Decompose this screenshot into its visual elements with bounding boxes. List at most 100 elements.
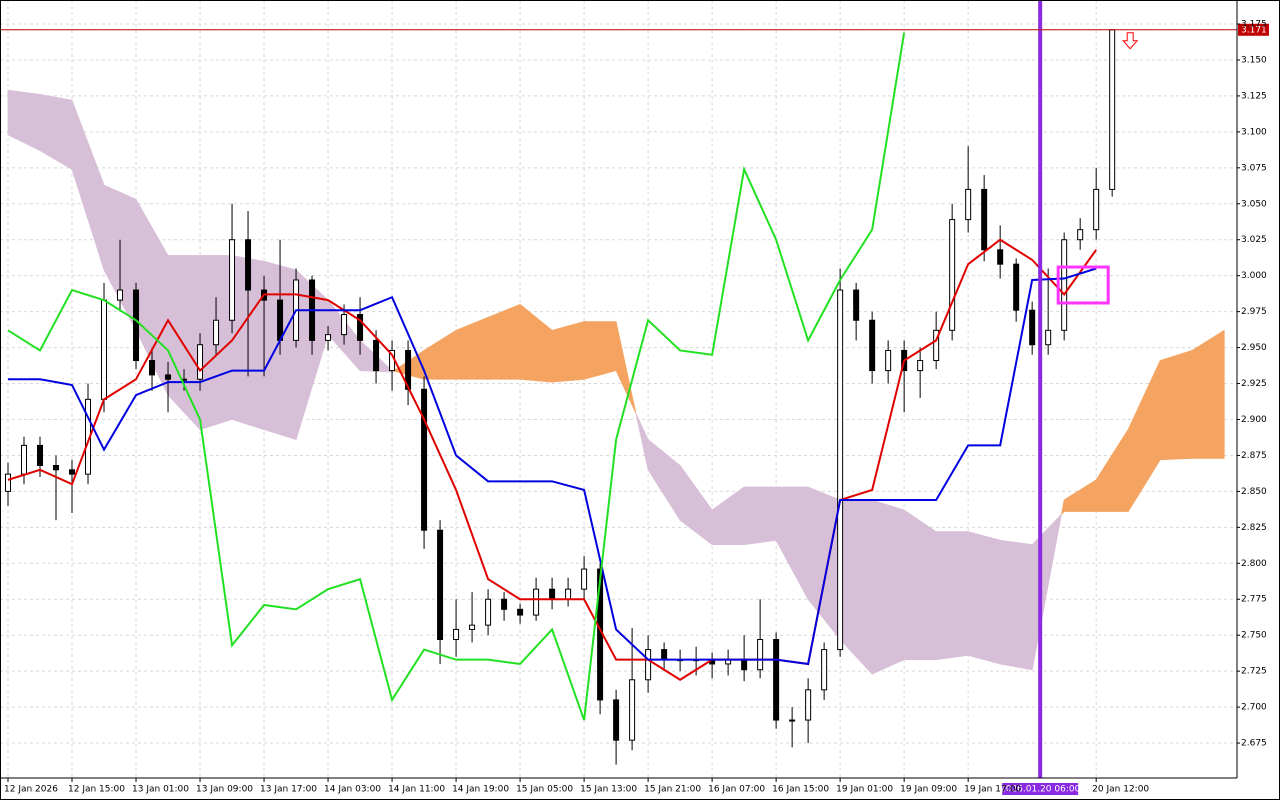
x-tick-label: 15 Jan 13:00 (580, 785, 637, 795)
cloud-segment (935, 531, 969, 661)
candle-body (5, 473, 12, 492)
candle-body (1029, 309, 1036, 346)
cloud-segment (1191, 329, 1225, 459)
candle-body (1109, 29, 1116, 190)
x-tick-label: 14 Jan 03:00 (324, 785, 381, 795)
candle-body (741, 659, 748, 671)
indicator-line (8, 267, 1097, 666)
sell-arrow (1122, 32, 1139, 50)
candle-body (773, 639, 780, 721)
candle-body (613, 699, 620, 741)
candle-body (853, 289, 860, 321)
candle-body (133, 289, 140, 362)
candle-body (197, 344, 204, 380)
y-tick-label: 2.775 (1241, 595, 1267, 605)
x-tick-label: 13 Jan 09:00 (196, 785, 253, 795)
candle-body (437, 529, 444, 641)
candle-body (965, 188, 972, 221)
indicator-lines (7, 32, 1097, 721)
candle-body (869, 319, 876, 372)
candle-body (469, 624, 476, 630)
candle-body (837, 289, 844, 651)
candle-body (53, 465, 60, 471)
y-tick-label: 3.125 (1241, 91, 1267, 101)
x-tick-label: 20 Jan 12:00 (1092, 785, 1149, 795)
candle-body (149, 360, 156, 376)
candle-body (533, 588, 540, 616)
candle-body (277, 299, 284, 341)
y-tick-label: 2.925 (1241, 379, 1267, 389)
y-tick-label: 3.100 (1241, 127, 1267, 137)
y-tick-label: 2.800 (1241, 559, 1267, 569)
y-tick-label: 2.750 (1241, 631, 1267, 641)
candle-body (501, 598, 508, 610)
candle-body (117, 289, 124, 301)
x-tick-label: 14 Jan 19:00 (452, 785, 509, 795)
candle-body (549, 588, 556, 600)
candle-body (453, 628, 460, 641)
x-tick-label: 13 Jan 01:00 (132, 785, 189, 795)
x-tick-label: 16 Jan 15:00 (772, 785, 829, 795)
candle-body (981, 188, 988, 251)
cloud-segment (999, 539, 1033, 671)
y-tick-label: 2.675 (1241, 739, 1267, 749)
price-label: 3.171 (1241, 25, 1267, 35)
candle-body (997, 249, 1004, 265)
cloud-segment (743, 486, 777, 546)
candle-body (357, 314, 364, 341)
indicator-line (7, 32, 906, 721)
candle-body (1045, 329, 1052, 346)
candle-body (101, 299, 108, 400)
candle-body (789, 719, 796, 722)
y-tick-label: 2.950 (1241, 343, 1267, 353)
candle-body (949, 219, 956, 331)
candle-body (933, 329, 940, 362)
x-tick-label: 15 Jan 21:00 (644, 785, 701, 795)
cloud-segment (903, 509, 937, 661)
x-tick-label: 19 Jan 17:00 (964, 785, 1021, 795)
candle-body (581, 568, 588, 590)
candle-body (565, 588, 572, 600)
y-tick-label: 2.875 (1241, 451, 1267, 461)
y-tick-label: 2.900 (1241, 415, 1267, 425)
y-tick-label: 3.175 (1241, 20, 1267, 30)
y-tick-label: 3.075 (1241, 163, 1267, 173)
candle-body (213, 319, 220, 346)
candle-body (165, 374, 172, 380)
candle-body (485, 598, 492, 626)
y-tick-label: 2.850 (1241, 487, 1267, 497)
cloud-segment (871, 499, 905, 675)
candle-body (325, 334, 332, 341)
cloud-segment (583, 321, 617, 380)
x-tick-label: 12 Jan 2026 (4, 785, 58, 795)
candle-body (645, 649, 652, 681)
cloud-segment (967, 531, 1001, 665)
candle-body (21, 444, 28, 475)
x-tick-label: 14 Jan 11:00 (388, 785, 445, 795)
x-tick-label: 15 Jan 05:00 (516, 785, 573, 795)
x-tick-label: 19 Jan 01:00 (836, 785, 893, 795)
x-tick-label: 16 Jan 07:00 (708, 785, 765, 795)
candle-body (629, 679, 636, 741)
y-tick-label: 3.025 (1241, 235, 1267, 245)
cloud-segment (1159, 349, 1193, 461)
candle-body (917, 360, 924, 372)
candle-body (229, 239, 236, 321)
cloud-segment (487, 303, 521, 380)
y-tick-label: 3.150 (1241, 55, 1267, 65)
y-tick-label: 2.825 (1241, 523, 1267, 533)
cloud-segment (551, 321, 585, 383)
highlight-box (1056, 265, 1110, 305)
candle-body (661, 649, 668, 661)
x-tick-label: 13 Jan 17:00 (260, 785, 317, 795)
candle-body (69, 469, 76, 475)
y-tick-label: 3.050 (1241, 199, 1267, 209)
candle-body (757, 639, 764, 671)
indicator-line (7, 238, 1097, 681)
y-tick-label: 2.700 (1241, 703, 1267, 713)
x-tick-label: 12 Jan 15:00 (68, 785, 125, 795)
candle-body (1093, 188, 1100, 231)
vline-label-bg (1002, 783, 1079, 795)
